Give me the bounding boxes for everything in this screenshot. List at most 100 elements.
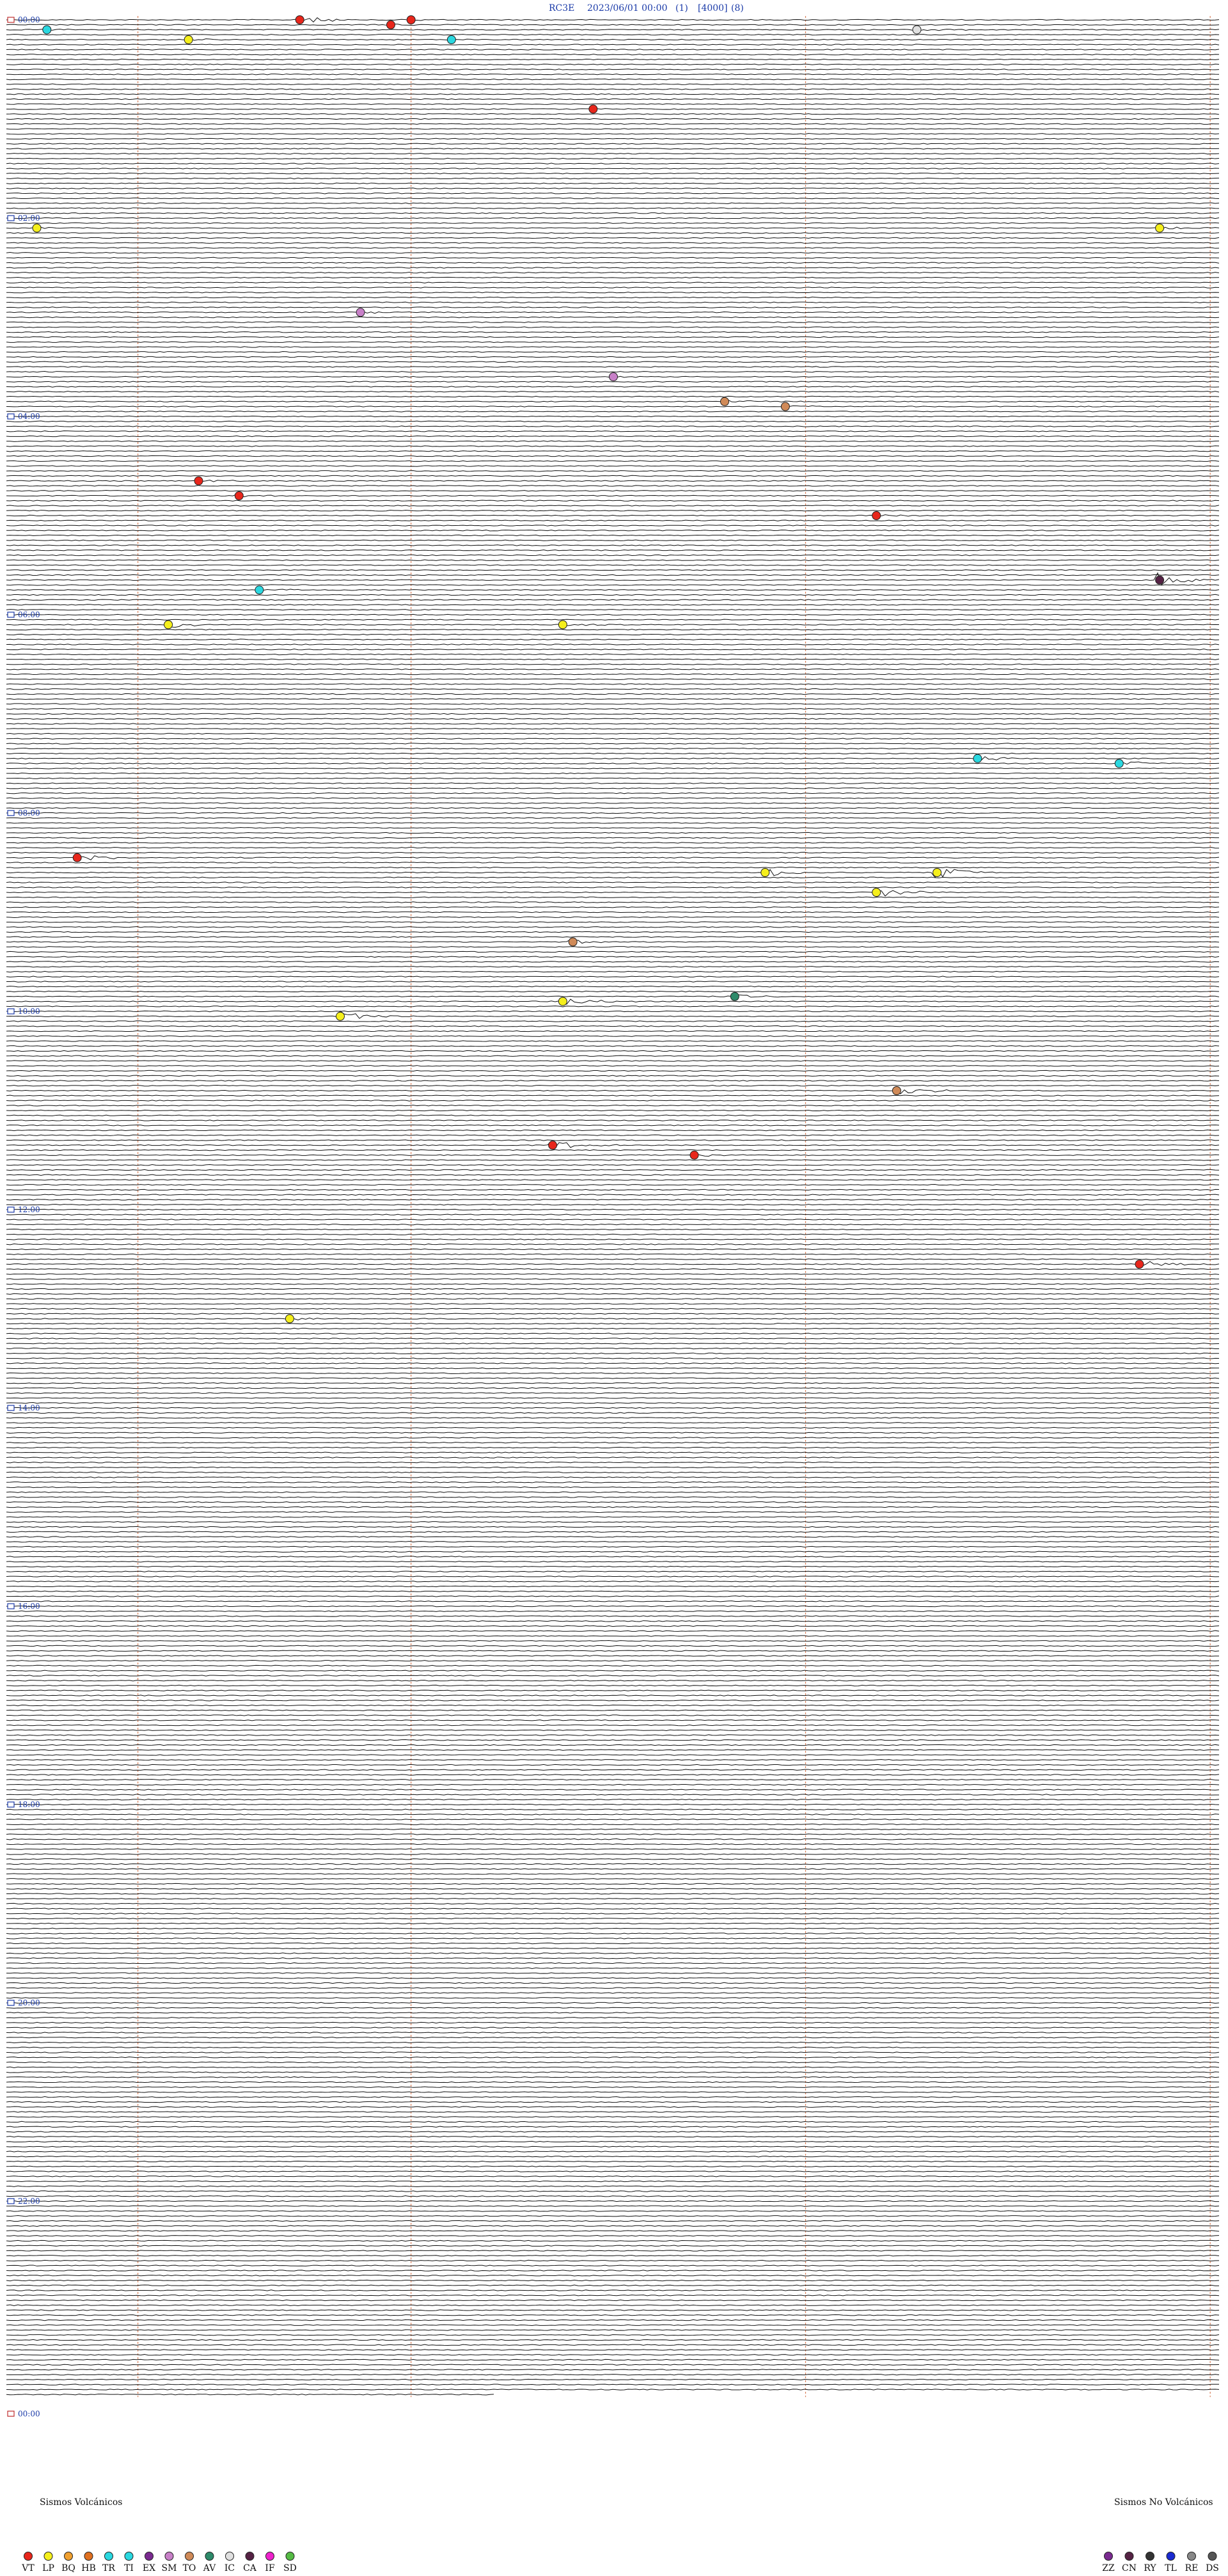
trace-463 [6, 2314, 1220, 2316]
trace-426 [6, 2131, 1220, 2133]
trace-201 [6, 1010, 1220, 1019]
trace-34 [6, 187, 1220, 189]
trace-286 [6, 1437, 1220, 1439]
legend-volcanic-label-ic: IC [224, 2563, 235, 2573]
legend-volcanic-swatch-sd [285, 2552, 295, 2561]
trace-174 [6, 881, 1220, 883]
trace-246 [6, 1238, 1220, 1240]
legend-volcanic-label-sd: SD [283, 2563, 297, 2573]
trace-396 [6, 1982, 1220, 1984]
trace-39 [6, 212, 1220, 214]
event-marker-lp [184, 35, 193, 44]
trace-233 [6, 1174, 1220, 1176]
trace-288 [6, 1446, 1220, 1449]
event-marker-sm [356, 308, 365, 317]
trace-478 [6, 2389, 1220, 2390]
event-marker-vt [689, 1150, 699, 1160]
event-marker-sm [609, 372, 618, 381]
trace-332 [6, 1664, 1220, 1667]
hour-box-0 [7, 17, 15, 23]
trace-107 [6, 549, 1220, 551]
trace-145 [6, 738, 1220, 739]
hour-label: 04:00 [18, 412, 40, 421]
trace-468 [6, 2339, 1220, 2341]
hour-label-end: 00:00 [18, 2409, 40, 2418]
event-marker-ti [1114, 759, 1124, 768]
trace-276 [6, 1387, 1220, 1389]
trace-185 [6, 936, 1220, 938]
hour-box-4 [7, 810, 15, 816]
trace-38 [6, 207, 1220, 209]
trace-45 [6, 242, 1220, 244]
trace-1 [6, 24, 1220, 26]
trace-146 [6, 743, 1220, 745]
trace-186 [6, 939, 1220, 944]
trace-96 [6, 494, 1220, 498]
trace-438 [6, 2190, 1220, 2192]
trace-407 [6, 2037, 1220, 2039]
legend-volcanic-swatch-hb [84, 2552, 93, 2561]
legend-volcanic-label-tr: TR [102, 2563, 115, 2573]
trace-457 [6, 2284, 1220, 2286]
event-marker-ti [255, 585, 264, 595]
trace-245 [6, 1233, 1220, 1235]
trace-190 [6, 961, 1220, 963]
trace-319 [6, 1600, 1220, 1602]
trace-199 [6, 1006, 1220, 1007]
minute-marker-layer [138, 16, 1211, 2398]
trace-135 [6, 688, 1220, 690]
trace-75 [6, 391, 1220, 393]
trace-29 [6, 162, 1220, 164]
event-marker-lp [1155, 223, 1165, 233]
trace-428 [6, 2140, 1220, 2143]
trace-395 [6, 1977, 1220, 1979]
trace-262 [6, 1317, 1220, 1321]
event-marker-vt [295, 15, 304, 24]
hour-box-1 [7, 215, 15, 221]
legend-volcanic-swatch-if [265, 2552, 274, 2561]
trace-221 [6, 1114, 1220, 1116]
trace-123 [6, 629, 1220, 631]
trace-121 [6, 619, 1220, 620]
trace-376 [6, 1883, 1220, 1885]
hour-box-6 [7, 1206, 15, 1213]
trace-160 [6, 812, 1220, 814]
trace-459 [6, 2295, 1220, 2296]
trace-299 [6, 1501, 1220, 1503]
trace-144 [6, 732, 1220, 735]
event-marker-vt [234, 491, 244, 500]
trace-424 [6, 2121, 1220, 2123]
trace-458 [6, 2289, 1220, 2291]
trace-166 [6, 842, 1220, 844]
legend-nonvolcanic-swatch-re [1187, 2552, 1196, 2561]
trace-476 [6, 2378, 1220, 2381]
trace-410 [6, 2051, 1220, 2053]
trace-372 [6, 1863, 1220, 1865]
trace-400 [6, 2002, 1220, 2004]
legend-volcanic-swatch-tr [104, 2552, 113, 2561]
trace-59 [6, 311, 1220, 314]
trace-11 [6, 74, 1220, 75]
trace-260 [6, 1308, 1220, 1310]
trace-195 [6, 986, 1220, 988]
trace-140 [6, 713, 1220, 715]
event-marker-to [780, 402, 790, 411]
trace-222 [6, 1119, 1220, 1121]
legend-volcanic-swatch-sm [164, 2552, 174, 2561]
trace-352 [6, 1764, 1220, 1766]
trace-116 [6, 594, 1220, 596]
trace-82 [6, 425, 1220, 427]
legend-volcanic-swatch-bq [64, 2552, 73, 2561]
trace-382 [6, 1913, 1220, 1915]
trace-315 [6, 1581, 1220, 1583]
trace-219 [6, 1105, 1220, 1107]
trace-151 [6, 768, 1220, 770]
trace-241 [6, 1213, 1220, 1215]
trace-421 [6, 2106, 1220, 2108]
legend-volcanic-label-to: TO [183, 2563, 196, 2573]
header-date: 2023/06/01 00:00 [587, 3, 668, 13]
trace-193 [6, 976, 1220, 977]
event-marker-lp [558, 997, 567, 1006]
trace-329 [6, 1650, 1220, 1652]
trace-168 [6, 851, 1220, 854]
